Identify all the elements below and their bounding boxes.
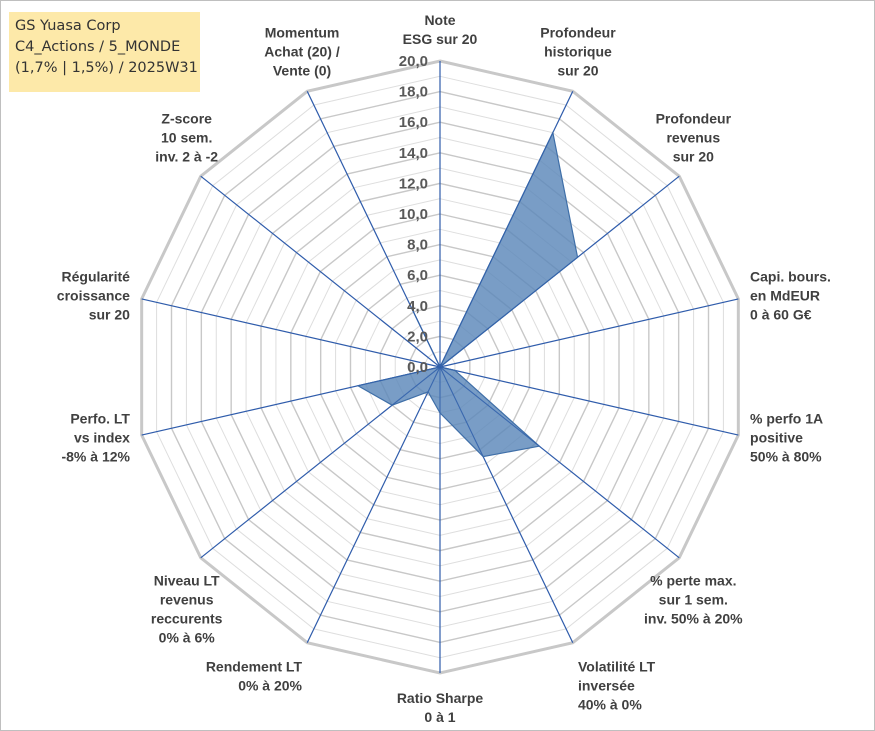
axis-label: Rendement LT 0% à 20%	[206, 659, 303, 694]
title-line-category: C4_Actions / 5_MONDE	[15, 39, 181, 55]
spoke-over-series	[439, 366, 456, 371]
tick-label: 10,0	[399, 206, 428, 223]
radar-tick-labels: 0,0 2,0 4,0 6,0 8,0 10,0 12,0 14,0 16,0 18,0 20,0	[399, 53, 428, 376]
axis-label: Niveau LT revenus reccurents 0% à 6%	[151, 572, 223, 645]
axis-label: Note ESG sur 20	[403, 12, 478, 47]
tick-label: 20,0	[399, 53, 428, 70]
spoke-over-series	[439, 366, 484, 457]
spoke-over-series	[427, 366, 441, 393]
tick-label: 14,0	[399, 145, 428, 162]
tick-label: 2,0	[407, 328, 428, 345]
title-line-period: (1,7% | 1,5%) / 2025W31	[15, 60, 198, 76]
spoke-line	[439, 366, 739, 436]
axis-label: Régularité croissance sur 20	[57, 269, 130, 323]
spoke-over-series	[391, 366, 441, 406]
tick-label: 8,0	[407, 237, 428, 254]
spoke-line	[141, 298, 441, 368]
tick-label: 18,0	[399, 84, 428, 101]
spoke-over-series	[357, 366, 441, 387]
tick-label: 0,0	[407, 359, 428, 376]
tick-label: 4,0	[407, 298, 428, 315]
spoke-over-series	[411, 307, 441, 368]
radar-axis-labels: Note ESG sur 20 Profondeur historique sur 20…	[57, 12, 831, 725]
spoke-line	[439, 298, 739, 368]
axis-label: % perte max. sur 1 sem. inv. 50% à 20%	[644, 572, 743, 626]
spoke-line	[200, 175, 441, 368]
spoke-over-series	[439, 256, 578, 368]
axis-label: Z-score 10 sem. inv. 2 à -2	[155, 111, 218, 165]
series-area	[356, 130, 579, 458]
spoke-over-series	[439, 132, 554, 368]
axis-label: Capi. bours. en MdEUR 0 à 60 G€	[750, 269, 831, 323]
axis-label: Profondeur revenus sur 20	[656, 111, 732, 165]
spoke-line	[306, 366, 441, 643]
spoke-over-series	[439, 366, 540, 447]
axis-label: Ratio Sharpe 0 à 1	[397, 690, 484, 725]
chart-title-box: GS Yuasa Corp C4_Actions / 5_MONDE (1,7%…	[9, 12, 200, 92]
axis-label: Volatilité LT inversée 40% à 0%	[578, 659, 656, 713]
radar-series	[356, 130, 579, 458]
tick-label: 16,0	[399, 114, 428, 131]
title-line-company: GS Yuasa Corp	[15, 18, 121, 34]
axis-label: Perfo. LT vs index -8% à 12%	[61, 410, 130, 464]
axis-label: Momentum Achat (20) / Vente (0)	[264, 24, 340, 78]
tick-label: 12,0	[399, 175, 428, 192]
axis-label: Profondeur historique sur 20	[540, 24, 616, 78]
tick-label: 6,0	[407, 267, 428, 284]
axis-label: % perfo 1A positive 50% à 80%	[750, 410, 823, 464]
